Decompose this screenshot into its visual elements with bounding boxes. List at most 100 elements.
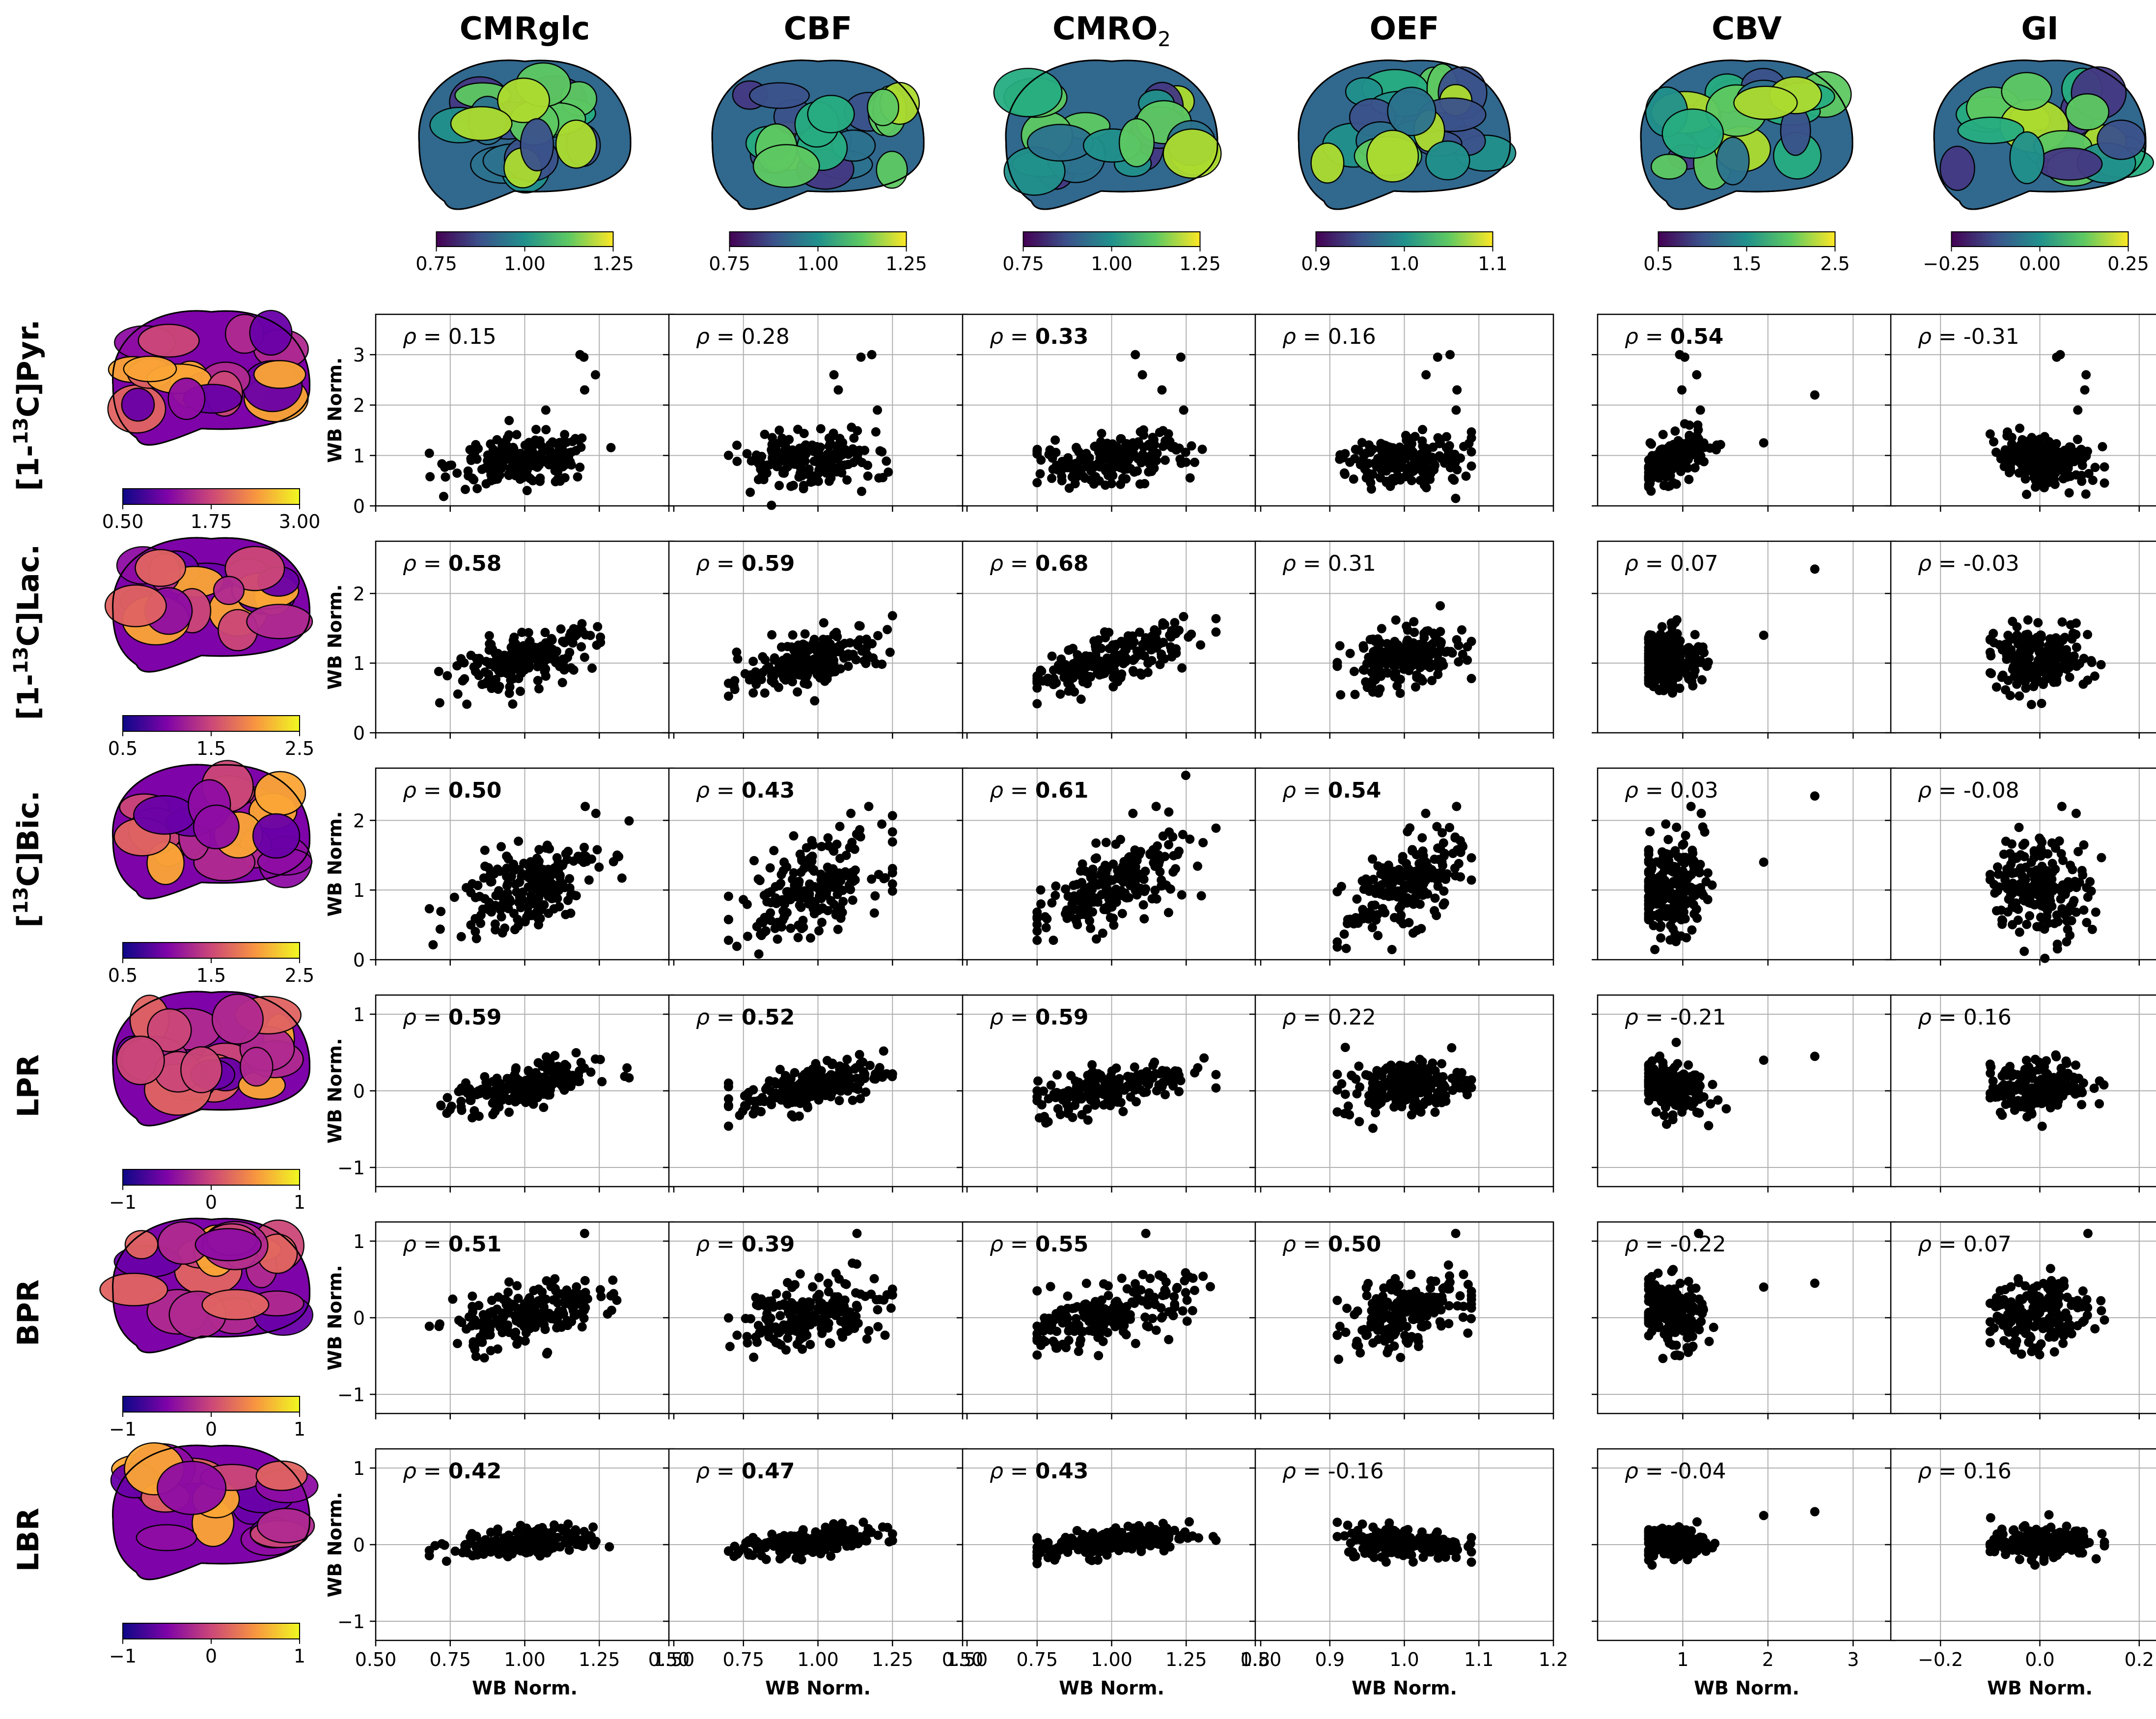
data-point [882,456,891,466]
data-point [1192,861,1202,871]
data-point [1132,646,1142,656]
data-point [1449,475,1459,485]
data-point [1053,1104,1063,1114]
data-point [496,905,505,915]
data-point [539,865,549,875]
data-point [1419,629,1429,638]
data-point [2065,672,2074,682]
data-point [1068,1112,1078,1122]
scatter-panel-pyr-cbf: ρ = 0.28 [663,313,968,512]
correlation-label: ρ = 0.16 [1282,324,1376,349]
data-point [559,665,569,675]
data-point [1119,659,1129,668]
data-point [1123,1072,1133,1081]
data-point [2020,474,2030,484]
data-point [1382,668,1392,678]
data-point [536,449,546,459]
data-point [1118,869,1128,879]
data-point [478,904,488,914]
correlation-label: ρ = 0.22 [1282,1005,1376,1030]
scatter-panel-lac-cbv: ρ = 0.07 [1592,540,1897,739]
data-point [1136,884,1146,893]
colorbar-tick-label: 1.75 [191,511,232,532]
data-point [1332,662,1342,671]
data-point [1211,823,1221,833]
data-point [2067,916,2076,926]
data-point [523,1087,533,1097]
data-point [1660,467,1670,476]
data-point [1345,648,1355,658]
data-point [1076,866,1085,876]
data-point [556,624,566,634]
data-point [742,449,752,459]
data-point [828,864,838,874]
data-point [1656,921,1666,931]
data-point [1395,1060,1405,1070]
data-point [776,870,786,880]
data-point [789,1112,799,1122]
data-point [887,1072,897,1081]
data-point [2038,680,2048,690]
data-point [1454,859,1464,868]
data-point [1999,462,2009,471]
data-point [814,666,824,676]
data-point [525,473,534,483]
data-point [504,430,514,440]
data-point [522,486,532,496]
data-point [1332,942,1342,952]
data-point [2008,444,2018,453]
data-point [2064,488,2074,498]
data-point [1686,883,1696,892]
data-point [749,1097,759,1107]
data-point [1659,480,1669,490]
data-point [800,886,810,896]
colorbar-tick-label: 1 [294,1645,305,1667]
data-point [1032,919,1042,929]
data-point [1689,865,1699,875]
data-point [840,650,850,660]
data-point [1041,923,1051,933]
data-point [867,350,877,360]
data-point [770,653,779,663]
data-point [435,698,444,708]
column-title-cbf: CBF [784,11,852,47]
data-point [1429,628,1438,638]
data-point [1379,1082,1388,1092]
data-point [490,449,499,459]
data-point [504,471,514,480]
data-point [1427,676,1437,686]
data-point [723,891,733,901]
data-point [1133,466,1142,476]
data-point [758,918,768,928]
data-point [829,370,839,380]
data-point [2098,442,2107,451]
data-point [874,473,884,483]
data-point [1644,656,1654,665]
data-point [1349,666,1359,676]
data-point [1052,1070,1062,1080]
data-point [1354,445,1363,455]
correlation-label: ρ = 0.68 [990,551,1088,576]
data-point [1043,677,1053,687]
data-point [524,649,534,659]
data-point [752,674,762,684]
data-point [733,654,743,664]
data-point [808,638,818,648]
data-point [746,487,755,497]
correlation-label: ρ = 0.50 [403,778,501,803]
data-point [553,893,562,903]
data-point [1705,443,1715,453]
data-point [594,862,604,872]
data-point [1991,447,2001,457]
data-point [887,837,897,847]
data-point [1116,834,1126,844]
data-point [500,923,510,933]
column-title-gi: GI [2021,11,2058,47]
data-point [1135,427,1145,437]
data-point [1653,674,1662,684]
data-point [2007,839,2017,849]
data-point [1110,654,1120,664]
data-point [1082,672,1092,682]
data-point [579,352,589,362]
